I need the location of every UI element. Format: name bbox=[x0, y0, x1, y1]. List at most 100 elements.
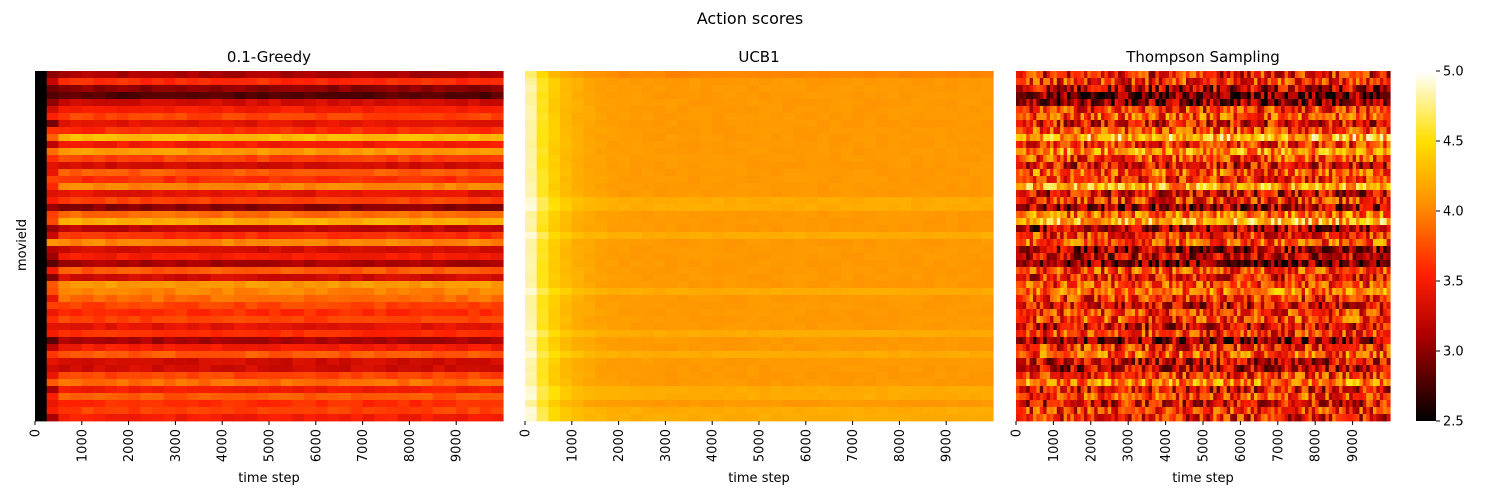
heatmap-cell bbox=[280, 85, 293, 93]
heatmap-cell bbox=[81, 183, 95, 191]
heatmap-cell bbox=[864, 400, 877, 408]
heatmap-cell bbox=[560, 351, 573, 359]
heatmap-cell bbox=[630, 225, 643, 233]
heatmap-cell bbox=[210, 288, 223, 296]
heatmap-cell bbox=[911, 365, 924, 373]
heatmap-cell bbox=[1379, 78, 1384, 86]
heatmap-cell bbox=[1128, 71, 1133, 79]
heatmap-cell bbox=[386, 106, 399, 114]
heatmap-cell bbox=[969, 92, 982, 100]
heatmap-cell bbox=[1186, 78, 1190, 86]
heatmap-cell bbox=[899, 99, 912, 107]
panel-title-thompson: Thompson Sampling bbox=[1125, 48, 1279, 66]
heatmap-cell bbox=[152, 358, 165, 366]
heatmap-cell bbox=[81, 204, 95, 212]
heatmap-cell bbox=[1094, 99, 1099, 107]
heatmap-cell bbox=[899, 358, 912, 366]
heatmap-cell bbox=[1162, 92, 1167, 100]
heatmap-cell bbox=[536, 78, 549, 86]
heatmap-cell bbox=[140, 211, 153, 219]
heatmap-cell bbox=[700, 351, 713, 359]
heatmap-cell bbox=[1124, 71, 1129, 79]
heatmap-cell bbox=[759, 183, 772, 191]
heatmap-cell bbox=[887, 316, 900, 324]
heatmap-cell bbox=[560, 204, 573, 212]
heatmap-cell bbox=[618, 274, 631, 282]
heatmap-cell bbox=[723, 267, 737, 275]
heatmap-cell bbox=[269, 176, 282, 184]
heatmap-cell bbox=[1090, 71, 1095, 79]
heatmap-cell bbox=[1070, 120, 1075, 128]
heatmap-cell bbox=[595, 155, 608, 163]
heatmap-cell bbox=[1291, 78, 1296, 86]
heatmap-cell bbox=[782, 106, 795, 114]
heatmap-cell bbox=[969, 281, 982, 289]
heatmap-cell bbox=[1158, 113, 1163, 121]
heatmap-cell bbox=[899, 386, 912, 394]
heatmap-cell bbox=[140, 106, 153, 114]
heatmap-cell bbox=[770, 260, 783, 268]
heatmap-cell bbox=[618, 204, 631, 212]
heatmap-cell bbox=[583, 162, 596, 170]
heatmap-cell bbox=[805, 211, 819, 219]
heatmap-cell bbox=[1131, 71, 1136, 79]
heatmap-cell bbox=[876, 99, 889, 107]
heatmap-cell bbox=[1250, 120, 1255, 128]
heatmap-cell bbox=[548, 288, 561, 296]
heatmap-cell bbox=[922, 407, 936, 415]
heatmap-cell bbox=[969, 379, 982, 387]
heatmap-cell bbox=[946, 309, 959, 317]
heatmap-cell bbox=[794, 260, 807, 268]
heatmap-cell bbox=[386, 358, 399, 366]
heatmap-cell bbox=[735, 274, 748, 282]
heatmap-cell bbox=[374, 379, 387, 387]
heatmap-cell bbox=[899, 414, 912, 422]
heatmap-cell bbox=[140, 302, 153, 310]
heatmap-cell bbox=[630, 253, 643, 261]
heatmap-cell bbox=[1169, 113, 1173, 121]
heatmap-cell bbox=[421, 323, 434, 331]
heatmap-cell bbox=[81, 295, 95, 303]
heatmap-cell bbox=[374, 288, 387, 296]
heatmap-cell bbox=[58, 169, 71, 177]
heatmap-cell bbox=[339, 92, 352, 100]
heatmap-cell bbox=[571, 295, 585, 303]
heatmap-cell bbox=[1179, 127, 1184, 135]
heatmap-cell bbox=[922, 197, 936, 205]
heatmap-cell bbox=[198, 400, 212, 408]
heatmap-cell bbox=[1226, 113, 1231, 121]
heatmap-cell bbox=[269, 120, 282, 128]
heatmap-cell bbox=[386, 365, 399, 373]
heatmap-cell bbox=[233, 92, 247, 100]
heatmap-cell bbox=[606, 85, 620, 93]
heatmap-cell bbox=[35, 344, 48, 352]
heatmap-cell bbox=[712, 288, 725, 296]
heatmap-cell bbox=[665, 120, 678, 128]
heatmap-cell bbox=[770, 92, 783, 100]
heatmap-cell bbox=[1182, 92, 1187, 100]
heatmap-cell bbox=[899, 400, 912, 408]
heatmap-cell bbox=[444, 78, 457, 86]
heatmap-cell bbox=[198, 141, 212, 149]
heatmap-cell bbox=[58, 134, 71, 142]
heatmap-cell bbox=[957, 120, 971, 128]
heatmap-cell bbox=[140, 267, 153, 275]
heatmap-cell bbox=[829, 344, 842, 352]
heatmap-cell bbox=[536, 176, 549, 184]
heatmap-cell bbox=[1138, 106, 1143, 114]
heatmap-cell bbox=[712, 78, 725, 86]
heatmap-cell bbox=[922, 253, 936, 261]
heatmap-cell bbox=[397, 372, 410, 380]
heatmap-cell bbox=[688, 148, 702, 156]
heatmap-cell bbox=[1094, 120, 1099, 128]
heatmap-cell bbox=[1050, 92, 1054, 100]
heatmap-cell bbox=[315, 169, 329, 177]
heatmap-cell bbox=[688, 141, 702, 149]
heatmap-cell bbox=[759, 85, 772, 93]
heatmap-cell bbox=[315, 218, 329, 226]
heatmap-cell bbox=[444, 386, 457, 394]
heatmap-cell bbox=[548, 253, 561, 261]
heatmap-cell bbox=[432, 400, 446, 408]
heatmap-cell bbox=[1250, 78, 1255, 86]
heatmap-cell bbox=[116, 232, 130, 240]
